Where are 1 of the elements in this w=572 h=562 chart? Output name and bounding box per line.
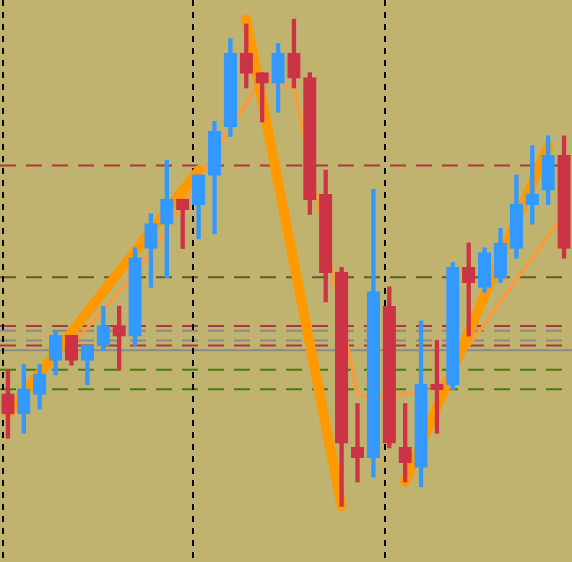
- candlestick: [350, 403, 365, 483]
